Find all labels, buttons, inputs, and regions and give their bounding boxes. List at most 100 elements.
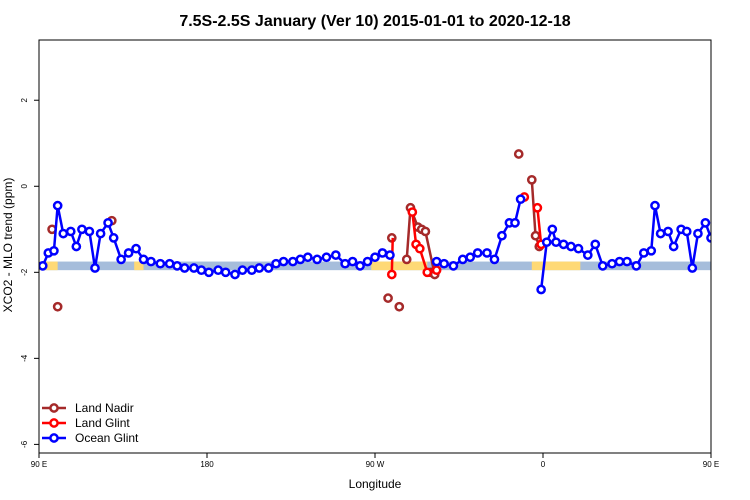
data-point <box>515 194 526 205</box>
x-tick-label: 180 <box>200 460 214 469</box>
data-point <box>526 174 537 185</box>
data-point <box>189 263 199 273</box>
data-point <box>77 224 87 235</box>
data-point <box>321 252 332 263</box>
data-point <box>536 284 546 295</box>
data-point <box>116 254 126 265</box>
data-point <box>590 239 601 250</box>
data-point <box>370 252 380 263</box>
y-tick-label: 0 <box>20 183 29 188</box>
y-tick-label: -2 <box>20 268 29 276</box>
data-point <box>49 245 59 256</box>
legend-marker <box>49 433 59 443</box>
surface-type-strip <box>39 261 730 271</box>
data-point <box>745 258 750 265</box>
data-point <box>622 256 632 267</box>
data-point <box>65 226 76 237</box>
data-point <box>58 228 69 239</box>
data-point <box>164 258 175 269</box>
data-point <box>510 217 520 228</box>
data-point <box>614 256 625 267</box>
data-point <box>196 265 207 276</box>
data-point <box>220 267 231 278</box>
y-tick-label: -6 <box>20 440 29 448</box>
y-axis-label: XCO2 - MLO trend (ppm) <box>1 178 15 313</box>
data-point <box>340 258 350 269</box>
legend-marker <box>49 403 59 413</box>
series-0 <box>47 149 733 312</box>
data-point <box>497 230 507 241</box>
x-tick-label: 90 W <box>366 460 385 469</box>
data-point <box>532 202 543 213</box>
data-point <box>278 256 289 267</box>
legend-label: Land Nadir <box>75 401 134 415</box>
data-point <box>489 254 500 265</box>
data-point <box>513 149 524 159</box>
data-point <box>420 226 431 237</box>
data-point <box>681 226 692 237</box>
data-point <box>138 254 149 265</box>
data-point <box>737 256 744 263</box>
data-point <box>103 217 113 228</box>
data-point <box>726 303 733 310</box>
data-point <box>597 261 608 271</box>
data-point <box>558 239 569 250</box>
legend-label: Ocean Glint <box>75 431 139 445</box>
chart-title: 7.5S-2.5S January (Ver 10) 2015-01-01 to… <box>179 13 570 30</box>
series-line <box>536 207 543 245</box>
data-point <box>655 228 666 239</box>
data-point <box>288 256 298 267</box>
data-point <box>179 263 190 273</box>
axes: 90 E 180 90 W 0 90 E -6 -4 -2 0 2 <box>20 97 719 469</box>
data-point <box>582 250 593 260</box>
data-point <box>237 265 248 276</box>
data-point <box>541 237 552 248</box>
series-1 <box>386 192 546 280</box>
data-point <box>472 248 483 258</box>
data-point <box>172 261 182 271</box>
land-strip-3 <box>531 261 581 271</box>
data-point <box>457 254 468 265</box>
data-point <box>700 217 711 228</box>
data-point <box>204 267 214 278</box>
y-tick-label: 2 <box>20 97 29 102</box>
data-point <box>377 248 388 258</box>
x-axis-label: Longitude <box>349 477 402 491</box>
data-point <box>254 263 265 273</box>
data-point <box>394 301 405 312</box>
data-point <box>646 245 657 256</box>
data-point <box>52 301 63 312</box>
series-layer <box>39 149 750 312</box>
data-point <box>123 248 134 258</box>
land-strip-0 <box>39 261 58 271</box>
data-point <box>431 265 442 276</box>
data-point <box>573 243 584 254</box>
data-point <box>439 258 449 269</box>
x-tick-label: 90 E <box>703 460 719 469</box>
data-point <box>566 241 576 252</box>
land-strip-1 <box>134 261 144 271</box>
data-point <box>71 241 82 252</box>
data-point <box>607 258 617 269</box>
land-strip-4 <box>711 262 730 271</box>
data-point <box>355 261 365 271</box>
data-point <box>246 265 257 276</box>
x-tick-label: 0 <box>541 460 546 469</box>
data-point <box>39 261 48 271</box>
data-point <box>401 254 412 265</box>
data-point <box>482 248 492 258</box>
data-point <box>631 261 642 271</box>
data-point <box>347 256 358 267</box>
data-point <box>422 267 433 278</box>
data-point <box>706 233 711 243</box>
data-point <box>720 226 727 233</box>
data-point <box>90 263 100 273</box>
data-point <box>385 250 395 260</box>
data-point <box>722 249 729 256</box>
data-point <box>465 252 476 263</box>
data-point <box>230 269 240 280</box>
data-point <box>668 241 679 252</box>
data-point <box>448 261 459 271</box>
data-point <box>638 248 649 258</box>
